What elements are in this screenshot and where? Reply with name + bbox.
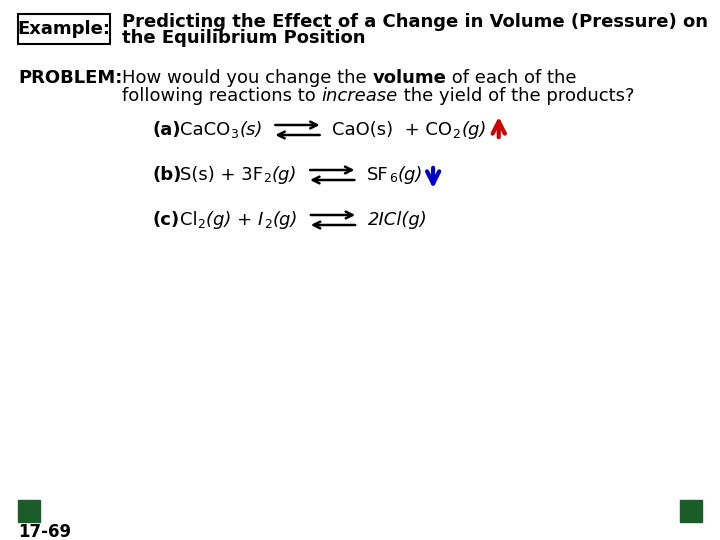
- Bar: [680, 500, 702, 522]
- Text: (c): (c): [152, 211, 179, 229]
- Text: (g): (g): [397, 166, 423, 184]
- Text: S(s) + 3F: S(s) + 3F: [180, 166, 263, 184]
- Text: 2: 2: [452, 127, 460, 140]
- Text: Cl: Cl: [180, 211, 197, 229]
- Text: (g): (g): [273, 211, 298, 229]
- Text: (a): (a): [152, 121, 181, 139]
- Text: 6: 6: [389, 172, 397, 186]
- Text: 17-69: 17-69: [18, 523, 71, 540]
- Text: CaO(s)  + CO: CaO(s) + CO: [333, 121, 452, 139]
- Text: PROBLEM:: PROBLEM:: [18, 69, 122, 87]
- Text: the yield of the products?: the yield of the products?: [397, 87, 634, 105]
- Text: volume: volume: [372, 69, 446, 87]
- Bar: [18, 14, 110, 44]
- Text: the Equilibrium Position: the Equilibrium Position: [122, 29, 366, 47]
- Text: SF: SF: [367, 166, 389, 184]
- Text: How would you change the: How would you change the: [122, 69, 372, 87]
- Text: Predicting the Effect of a Change in Volume (Pressure) on: Predicting the Effect of a Change in Vol…: [122, 13, 708, 31]
- Text: Example:: Example:: [17, 20, 110, 38]
- Text: 2: 2: [264, 218, 271, 231]
- Text: of each of the: of each of the: [446, 69, 577, 87]
- Text: 2ICl(g): 2ICl(g): [368, 211, 428, 229]
- Text: increase: increase: [322, 87, 397, 105]
- Text: following reactions to: following reactions to: [122, 87, 322, 105]
- Text: 2: 2: [197, 218, 205, 231]
- Text: CaCO: CaCO: [180, 121, 230, 139]
- Text: 3: 3: [230, 127, 238, 140]
- Text: (s): (s): [239, 121, 263, 139]
- Text: (g): (g): [272, 166, 297, 184]
- Text: (b): (b): [152, 166, 181, 184]
- Bar: [18, 500, 40, 522]
- Text: (g): (g): [462, 121, 487, 139]
- Text: 2: 2: [263, 172, 271, 186]
- Text: (g) + I: (g) + I: [207, 211, 264, 229]
